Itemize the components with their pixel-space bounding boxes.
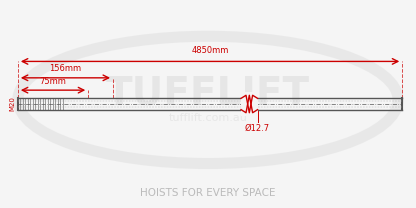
Text: Ø12.7: Ø12.7 xyxy=(245,124,270,133)
Text: 4850mm: 4850mm xyxy=(191,46,229,55)
FancyBboxPatch shape xyxy=(241,92,258,116)
Text: M20: M20 xyxy=(10,97,16,111)
Text: TUFFLIFT: TUFFLIFT xyxy=(106,75,310,113)
Text: tufflift.com.au: tufflift.com.au xyxy=(168,113,248,123)
Text: 75mm: 75mm xyxy=(40,77,67,86)
Text: 156mm: 156mm xyxy=(50,64,82,73)
Text: HOISTS FOR EVERY SPACE: HOISTS FOR EVERY SPACE xyxy=(140,188,276,198)
